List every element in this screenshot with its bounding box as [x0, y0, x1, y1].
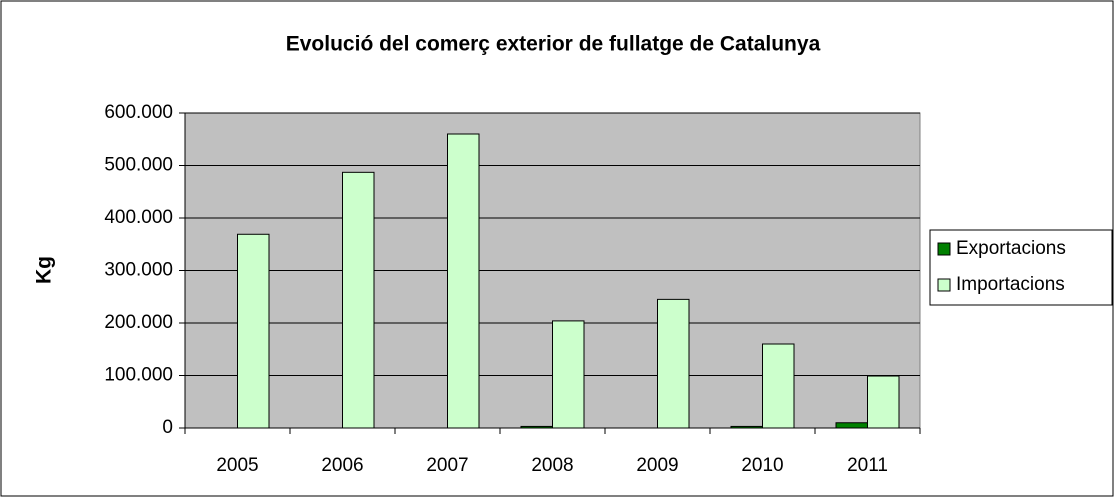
legend-label: Importacions — [956, 274, 1065, 295]
y-tick-label: 300.000 — [104, 260, 173, 281]
bar — [835, 422, 868, 429]
bar — [762, 343, 795, 429]
y-tick-label: 0 — [162, 417, 173, 438]
bar — [342, 171, 375, 429]
y-tick-label: 100.000 — [104, 365, 173, 386]
legend-box — [929, 229, 1113, 306]
x-tick-label: 2008 — [531, 455, 573, 476]
y-axis-label: Kg — [33, 256, 56, 284]
x-tick-label: 2010 — [741, 455, 783, 476]
bar — [237, 233, 270, 429]
chart-title: Evolució del comerç exterior de fullatge… — [286, 33, 821, 56]
x-tick-label: 2007 — [426, 455, 468, 476]
bar — [520, 425, 553, 429]
x-tick-label: 2005 — [216, 455, 258, 476]
bar — [657, 298, 690, 429]
bar — [867, 375, 900, 429]
bar — [552, 320, 585, 429]
x-tick-label: 2011 — [847, 455, 888, 476]
legend-label: Exportacions — [956, 238, 1066, 259]
legend-swatch — [937, 242, 951, 256]
y-tick-label: 200.000 — [104, 312, 173, 333]
legend-swatch — [937, 278, 951, 292]
x-tick-label: 2009 — [636, 455, 678, 476]
y-tick-label: 500.000 — [104, 155, 173, 176]
x-tick-label: 2006 — [321, 455, 363, 476]
bar — [447, 133, 480, 429]
y-tick-label: 600.000 — [104, 102, 173, 123]
bar — [730, 425, 763, 429]
y-tick-label: 400.000 — [104, 207, 173, 228]
